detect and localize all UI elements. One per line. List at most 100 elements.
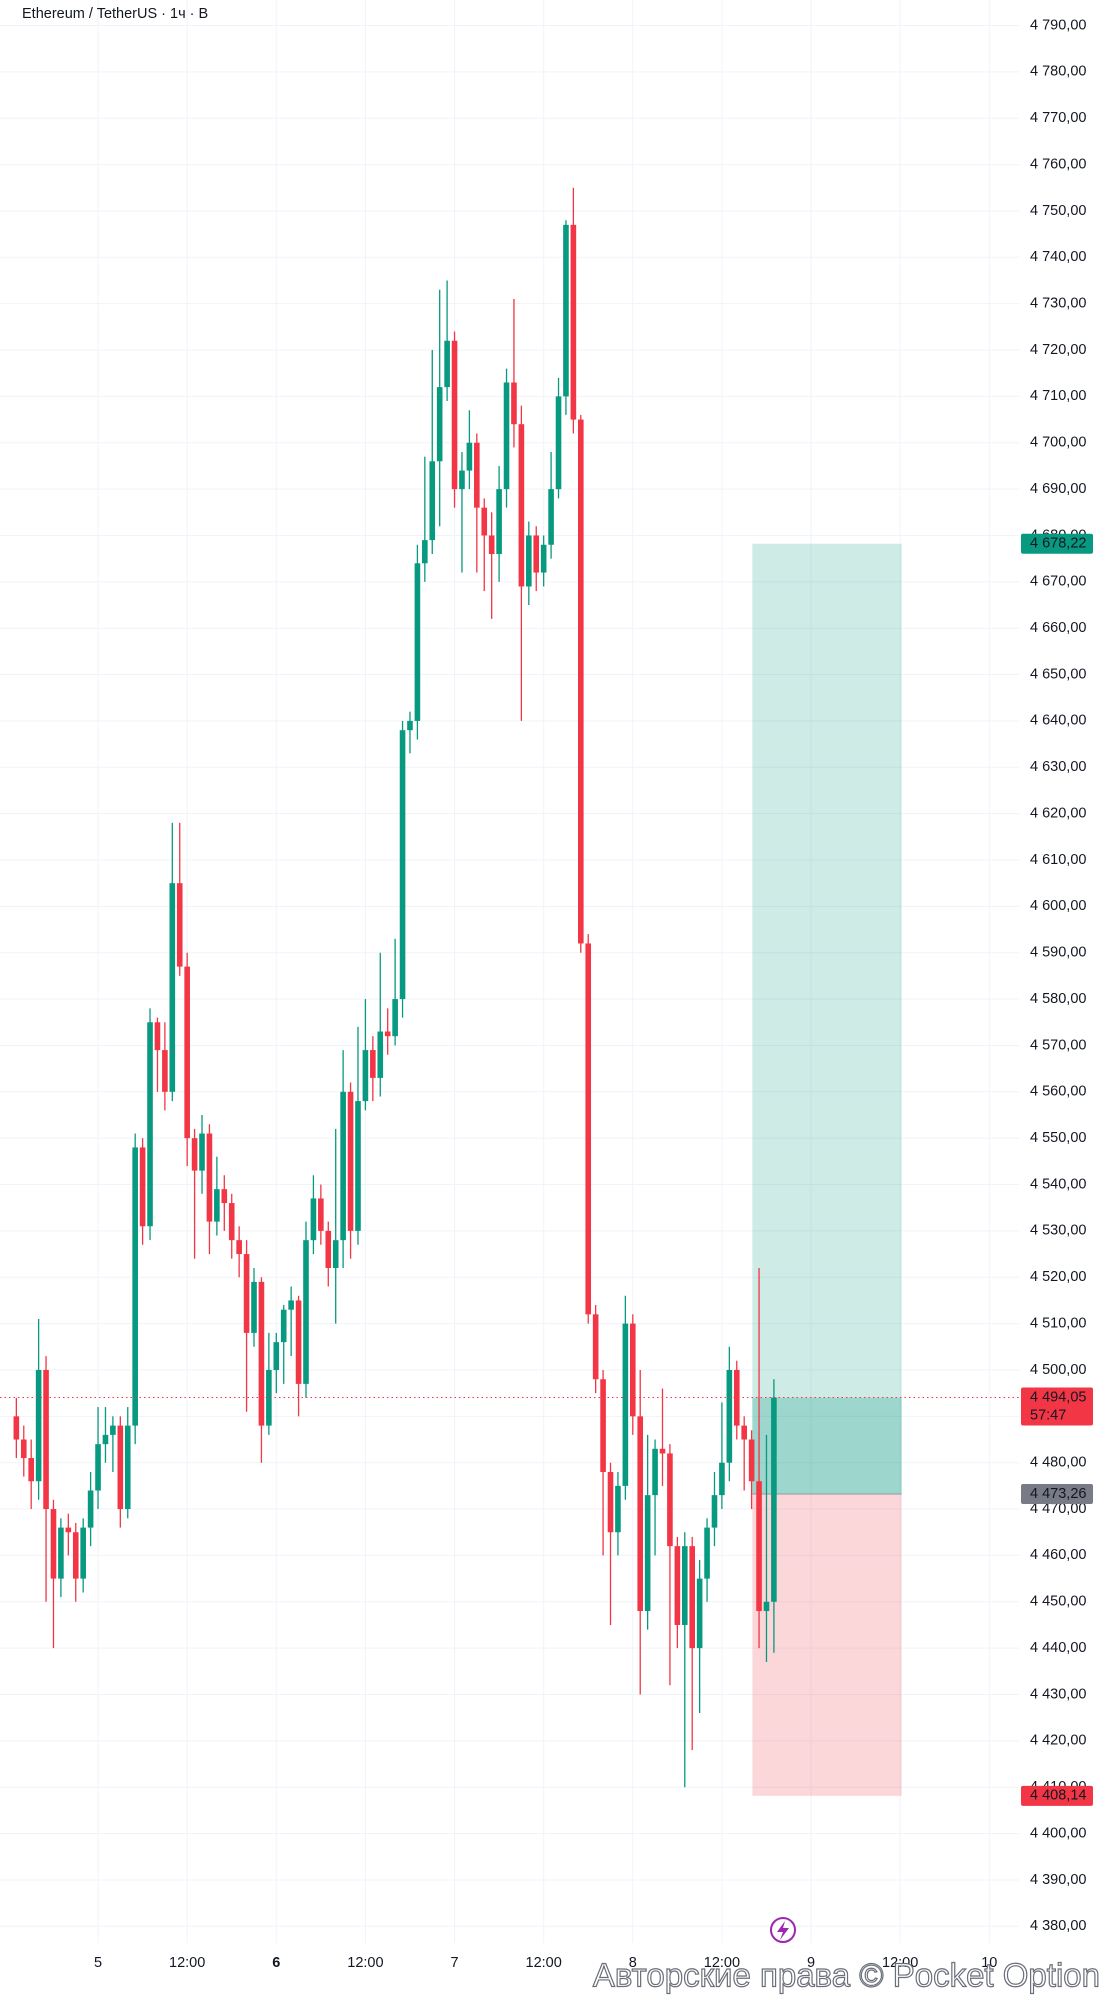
candle-body: [251, 1281, 257, 1333]
candle-body: [756, 1481, 762, 1612]
y-tick-label: 4 580,00: [1030, 991, 1086, 1007]
candle-body: [110, 1425, 116, 1435]
candle-body: [748, 1439, 755, 1482]
y-tick-label: 4 390,00: [1030, 1872, 1086, 1888]
y-tick-label: 4 550,00: [1030, 1130, 1086, 1146]
x-tick-label: 8: [629, 1955, 637, 1971]
candle-body: [332, 1240, 339, 1268]
y-tick-label: 4 480,00: [1030, 1455, 1086, 1471]
y-tick-label: 4 460,00: [1030, 1547, 1086, 1563]
candle-body: [429, 461, 436, 541]
target-label-box: [1021, 533, 1093, 554]
candle-body: [288, 1300, 294, 1310]
candle-body: [503, 382, 510, 490]
x-tick-label: 7: [451, 1955, 459, 1971]
candle-body: [258, 1281, 265, 1426]
y-tick-label: 4 750,00: [1030, 203, 1086, 219]
candle-body: [243, 1254, 250, 1333]
profit-zone: [752, 543, 902, 1494]
y-tick-label: 4 520,00: [1030, 1269, 1086, 1285]
y-tick-label: 4 790,00: [1030, 17, 1086, 33]
price-axis: 4 380,004 390,004 400,004 410,004 420,00…: [1019, 0, 1112, 2000]
candle-body: [600, 1379, 606, 1472]
candle-body: [407, 720, 413, 731]
x-tick-label: 9: [807, 1955, 815, 1971]
candle-body: [414, 563, 421, 721]
candle-body: [295, 1300, 302, 1384]
candle-body: [563, 224, 569, 397]
y-tick-label: 4 420,00: [1030, 1733, 1086, 1749]
candle-body: [199, 1133, 205, 1171]
candle-body: [221, 1189, 228, 1204]
candle-body: [102, 1434, 109, 1445]
candle-body: [637, 1416, 644, 1612]
y-tick-label: 4 740,00: [1030, 249, 1086, 265]
candle-body: [689, 1546, 696, 1649]
entry-label-box: [1021, 1483, 1093, 1504]
candle-body: [87, 1490, 94, 1528]
candle-body: [162, 1050, 168, 1092]
x-tick-label: 10: [981, 1955, 997, 1971]
candle-body: [585, 943, 592, 1315]
candle-body: [132, 1147, 138, 1426]
candle-body: [206, 1133, 213, 1222]
symbol-header: Ethereum / TetherUS · 1ч · B: [22, 6, 208, 22]
x-tick-label: 12:00: [882, 1955, 918, 1971]
candle-body: [124, 1425, 131, 1510]
candle-body: [50, 1509, 57, 1579]
loss-zone: [752, 1493, 902, 1796]
candle-body: [169, 883, 176, 1092]
candle-body: [236, 1240, 242, 1255]
candle-body: [95, 1444, 101, 1491]
y-tick-label: 4 430,00: [1030, 1686, 1086, 1702]
candle-body: [35, 1369, 42, 1482]
x-tick-label: 12:00: [347, 1955, 383, 1971]
candle-body: [733, 1369, 740, 1426]
y-tick-label: 4 510,00: [1030, 1315, 1086, 1331]
candle-body: [392, 999, 398, 1037]
candle-body: [147, 1022, 153, 1227]
candle-body: [355, 1101, 361, 1231]
y-tick-label: 4 770,00: [1030, 110, 1086, 126]
y-tick-label: 4 660,00: [1030, 620, 1086, 636]
candle-body: [117, 1425, 124, 1510]
entry-label: 4 473,26: [1030, 1486, 1086, 1502]
candle-body: [214, 1189, 220, 1222]
y-tick-label: 4 540,00: [1030, 1176, 1086, 1192]
y-tick-label: 4 760,00: [1030, 156, 1086, 172]
candle-body: [652, 1448, 658, 1496]
candle-body: [607, 1471, 614, 1533]
y-tick-label: 4 710,00: [1030, 388, 1086, 404]
candle-body: [65, 1527, 72, 1533]
candle-body: [570, 224, 577, 420]
x-tick-label: 6: [272, 1955, 280, 1971]
candle-body: [518, 424, 525, 587]
y-tick-label: 4 380,00: [1030, 1918, 1086, 1934]
axis-background: [1019, 0, 1112, 2000]
candle-body: [58, 1527, 64, 1579]
grid: [0, 0, 1019, 1943]
stop-label-box: [1021, 1785, 1093, 1806]
y-tick-label: 4 570,00: [1030, 1037, 1086, 1053]
candle-body: [273, 1342, 280, 1370]
candle-body: [659, 1448, 666, 1454]
y-tick-label: 4 500,00: [1030, 1362, 1086, 1378]
candle-body: [481, 507, 488, 536]
y-tick-label: 4 610,00: [1030, 852, 1086, 868]
candle-body: [681, 1546, 688, 1625]
x-tick-label: 5: [94, 1955, 102, 1971]
candle-body: [622, 1323, 629, 1486]
candle-body: [154, 1022, 161, 1051]
watermark: Авторские права © Pocket Option: [593, 1957, 1100, 1994]
last-price-label: 4 494,05: [1030, 1389, 1086, 1405]
candle-body: [362, 1050, 369, 1102]
candle-body: [667, 1453, 673, 1547]
candle-body: [459, 470, 465, 490]
candle-body: [436, 387, 443, 462]
position-tool: [752, 543, 902, 1796]
open-profit-zone: [752, 1397, 902, 1494]
candle-body: [644, 1495, 651, 1612]
candle-body: [719, 1462, 725, 1496]
